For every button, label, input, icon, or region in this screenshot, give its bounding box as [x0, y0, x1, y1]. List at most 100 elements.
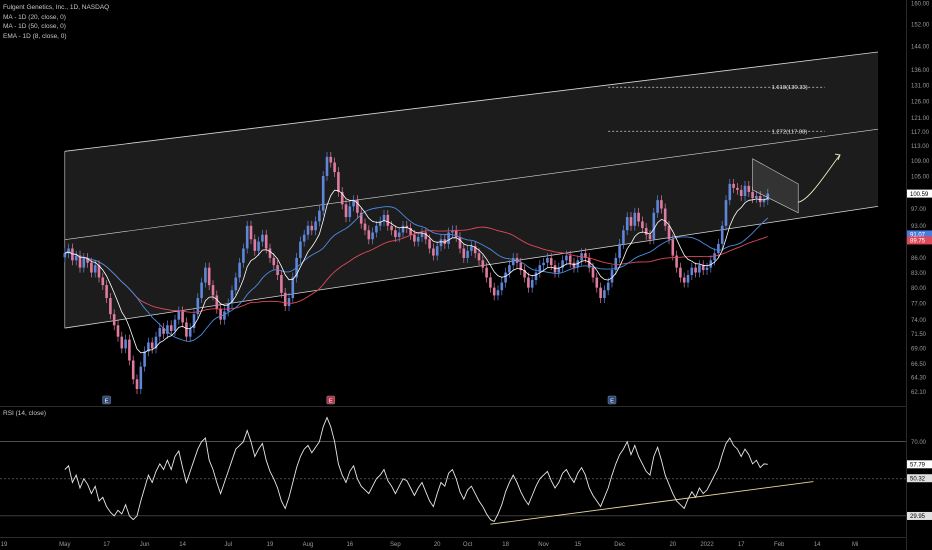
- candle-body: [519, 262, 523, 271]
- candle-body: [299, 241, 302, 258]
- candle-body: [629, 217, 633, 226]
- candle-body: [603, 290, 606, 299]
- candle-body: [344, 204, 348, 218]
- x-tick-label: Dec: [614, 542, 625, 548]
- candle-body: [675, 255, 678, 268]
- candle-body: [310, 225, 314, 231]
- candle-body: [587, 257, 591, 268]
- candle-body: [428, 239, 431, 249]
- y-tick-label: 105.00: [911, 174, 930, 180]
- candle-body: [709, 260, 713, 268]
- y-tick-label: 97.00: [911, 207, 927, 213]
- candle-body: [306, 225, 310, 235]
- candle-body: [283, 292, 287, 307]
- candle-body: [226, 303, 230, 312]
- candle-body: [120, 336, 124, 349]
- candle-body: [192, 314, 196, 329]
- y-tick-label: 66.50: [911, 362, 927, 368]
- y-tick-label: 136.00: [911, 68, 930, 74]
- y-tick-label: 69.00: [911, 347, 927, 353]
- y-tick-label: 83.00: [911, 271, 927, 277]
- candle-body: [378, 221, 382, 226]
- y-tick-label: 144.00: [911, 45, 930, 51]
- candle-body: [572, 262, 576, 268]
- candle-body: [158, 328, 162, 337]
- candle-body: [470, 246, 473, 251]
- candle-body: [527, 277, 530, 288]
- candle-body: [314, 221, 317, 231]
- candle-body: [219, 308, 222, 320]
- candle-body: [249, 225, 253, 240]
- candle-body: [694, 267, 697, 273]
- ma20-legend[interactable]: MA - 1D (20, close, 0): [3, 13, 66, 21]
- flag-pattern: [752, 158, 799, 214]
- candle-body: [230, 290, 234, 304]
- candle-body: [504, 272, 507, 283]
- candle-body: [416, 237, 420, 242]
- candle-body: [211, 285, 215, 296]
- y-tick-label: 74.00: [911, 318, 927, 324]
- candle-body: [606, 282, 610, 291]
- candle-body: [736, 187, 739, 190]
- candle-body: [492, 287, 496, 296]
- candle-body: [435, 246, 439, 256]
- candle-body: [637, 212, 640, 222]
- ema8-legend[interactable]: EMA - 1D (8, close, 0): [3, 32, 67, 40]
- candle-body: [386, 214, 390, 226]
- candle-body: [333, 162, 336, 173]
- candle-body: [439, 239, 443, 247]
- y-tick-label: 93.00: [911, 224, 927, 230]
- candle-body: [424, 232, 428, 240]
- channel-mid: [64, 128, 879, 240]
- candle-body: [173, 319, 177, 331]
- candle-body: [272, 257, 276, 266]
- candle-body: [261, 234, 264, 242]
- candle-body: [633, 212, 637, 226]
- candle-body: [147, 342, 150, 352]
- candle-body: [90, 262, 93, 273]
- y-tick-label: 160.00: [911, 1, 930, 7]
- candle-body: [356, 200, 359, 213]
- candle-body: [454, 230, 458, 238]
- candle-body: [86, 257, 89, 263]
- instrument-title[interactable]: Fulgent Genetics, Inc., 1D, NASDAQ: [3, 4, 110, 11]
- candle-body: [610, 270, 614, 283]
- earnings-marker-label: E: [610, 398, 614, 404]
- candle-body: [549, 257, 553, 266]
- price-badge-label: 91.07: [910, 233, 926, 239]
- channel-fill: [64, 52, 879, 329]
- candle-body: [367, 230, 371, 240]
- projection-arrow-head: [834, 153, 841, 161]
- candle-body: [131, 360, 135, 380]
- x-tick-label: 19: [267, 542, 274, 548]
- candle-body: [109, 298, 112, 315]
- candle-body: [382, 214, 386, 222]
- candle-body: [644, 228, 648, 235]
- candle-body: [591, 267, 595, 278]
- x-tick-label: 20: [669, 542, 676, 548]
- candle-body: [701, 265, 705, 271]
- candle-body: [397, 232, 401, 238]
- projection-arrow: [798, 154, 841, 203]
- x-tick-label: Sep: [390, 542, 401, 548]
- x-tick-label: Aug: [303, 542, 314, 548]
- candle-body: [143, 351, 146, 367]
- x-tick-label: 15: [574, 542, 581, 548]
- rsi-legend[interactable]: RSI (14, close): [3, 410, 46, 417]
- earnings-marker-label: E: [329, 398, 333, 404]
- candle-body: [337, 172, 340, 192]
- rsi-tick-label: 70.00: [911, 440, 927, 446]
- candle-body: [405, 225, 409, 229]
- ma50-legend[interactable]: MA - 1D (50, close, 0): [3, 23, 66, 30]
- candle-body: [169, 325, 173, 331]
- candle-body: [599, 287, 602, 299]
- candle-body: [508, 265, 511, 273]
- candle-body: [553, 265, 557, 273]
- candle-body: [371, 232, 374, 240]
- candle-body: [766, 193, 770, 201]
- candle-body: [758, 196, 762, 203]
- candle-body: [656, 200, 659, 213]
- candles: [63, 151, 770, 394]
